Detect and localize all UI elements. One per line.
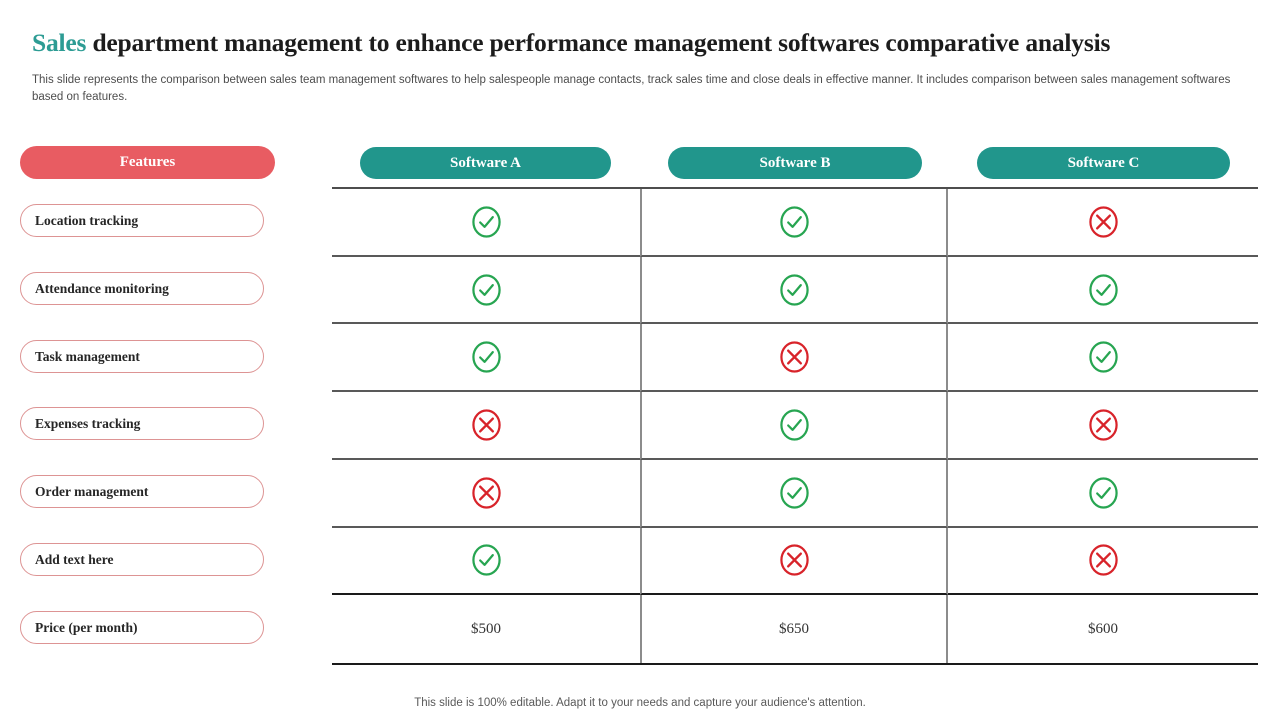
check-circle-icon <box>779 205 810 239</box>
table-cell <box>948 528 1258 596</box>
cross-circle-icon <box>779 340 810 374</box>
cross-circle-icon <box>1088 205 1119 239</box>
features-header-pill: Features <box>20 146 275 179</box>
check-circle-icon <box>779 408 810 442</box>
cross-circle-icon <box>1088 408 1119 442</box>
feature-pill-location-tracking: Location tracking <box>20 204 264 237</box>
title-rest: department management to enhance perform… <box>92 28 1111 57</box>
table-cell <box>948 324 1258 393</box>
feature-pill-expenses-tracking: Expenses tracking <box>20 407 264 440</box>
table-cell <box>332 460 640 528</box>
feature-pill-add-text-here: Add text here <box>20 543 264 576</box>
table-cell <box>948 189 1258 257</box>
feature-pill-order-management: Order management <box>20 475 264 508</box>
table-cell <box>640 324 948 393</box>
cross-circle-icon <box>471 408 502 442</box>
column-header-software-b: Software B <box>668 147 922 179</box>
table-cell <box>948 257 1258 325</box>
column-header-software-c: Software C <box>977 147 1230 179</box>
table-cell <box>332 528 640 596</box>
check-circle-icon <box>1088 476 1119 510</box>
subtitle-text: This slide represents the comparison bet… <box>32 74 1231 103</box>
check-circle-icon <box>1088 273 1119 307</box>
cross-circle-icon <box>1088 543 1119 577</box>
feature-pill-task-management: Task management <box>20 340 264 373</box>
comparison-table: $500 $650 $600 <box>332 187 1258 665</box>
check-circle-icon <box>779 273 810 307</box>
check-circle-icon <box>1088 340 1119 374</box>
title-accent: Sales <box>32 28 87 57</box>
table-cell <box>640 189 948 257</box>
table-cell <box>640 392 948 460</box>
table-cell <box>640 256 948 325</box>
table-cell <box>332 392 640 460</box>
table-cell-price: $500 <box>471 620 501 637</box>
cross-circle-icon <box>779 543 810 577</box>
table-cell <box>332 324 640 393</box>
feature-pill-attendance-monitoring: Attendance monitoring <box>20 272 264 305</box>
table-cell <box>948 460 1258 528</box>
footer-note: This slide is 100% editable. Adapt it to… <box>414 697 866 709</box>
table-cell-price: $600 <box>1088 620 1118 637</box>
table-cell <box>640 527 948 596</box>
table-cell <box>332 257 640 325</box>
table-cell <box>332 189 640 257</box>
cross-circle-icon <box>471 476 502 510</box>
check-circle-icon <box>471 205 502 239</box>
column-header-software-a: Software A <box>360 147 611 179</box>
check-circle-icon <box>471 340 502 374</box>
page-title: Sales department management to enhance p… <box>32 28 1110 58</box>
feature-pill-price-per-month: Price (per month) <box>20 611 264 644</box>
check-circle-icon <box>471 273 502 307</box>
table-cell <box>948 392 1258 460</box>
check-circle-icon <box>471 543 502 577</box>
table-cell <box>640 459 948 528</box>
table-cell-price: $650 <box>640 595 948 663</box>
check-circle-icon <box>779 476 810 510</box>
